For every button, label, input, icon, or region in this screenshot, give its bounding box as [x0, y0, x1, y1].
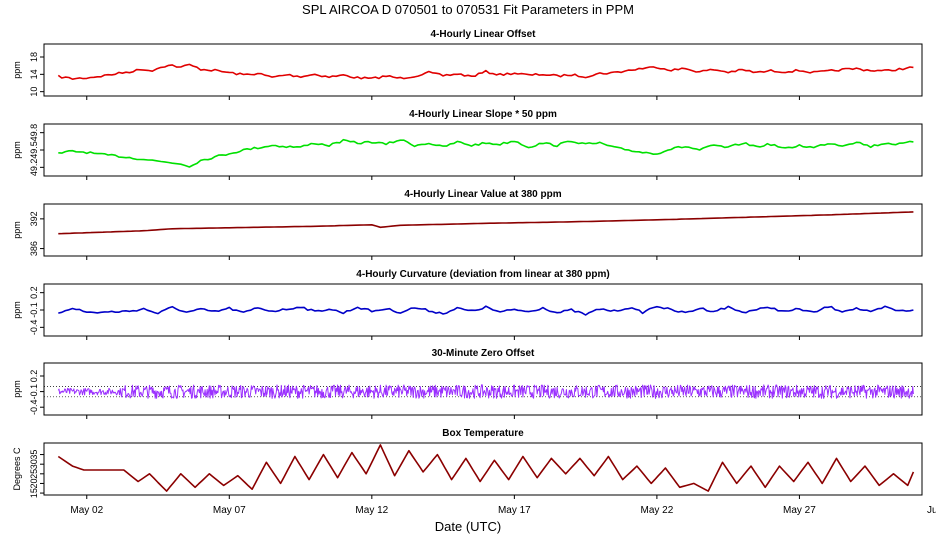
- series-line: [58, 211, 914, 235]
- panels: 4-Hourly Linear Offsetppm1014184-Hourly …: [12, 29, 936, 516]
- panel-title: 4-Hourly Curvature (deviation from linea…: [356, 269, 609, 280]
- panel-title: 30-Minute Zero Offset: [432, 348, 535, 359]
- y-axis-label: Degrees C: [12, 447, 22, 491]
- x-tick-label: Jun 01: [927, 505, 936, 516]
- x-tick-label: May 07: [213, 505, 246, 516]
- y-tick-label: 0.2: [29, 370, 39, 383]
- figure-title: SPL AIRCOA D 070501 to 070531 Fit Parame…: [302, 2, 634, 17]
- panel-3: 4-Hourly Linear Value at 380 ppm ppm 386 39…: [12, 189, 923, 260]
- y-axis-label: ppm: [12, 301, 22, 319]
- series-line: [58, 138, 914, 168]
- y-tick-label: 392: [29, 211, 39, 226]
- plot-frame: [43, 203, 923, 257]
- panel-4: 4-Hourly Curvature (deviation from linea…: [12, 269, 923, 340]
- y-tick-label: 35: [29, 450, 39, 460]
- plot-frame: [43, 362, 923, 416]
- y-axis-label: ppm: [12, 221, 22, 239]
- panel-title: 4-Hourly Linear Slope * 50 ppm: [409, 109, 557, 120]
- y-tick-label: 30: [29, 459, 39, 469]
- y-tick-label: -0.1: [29, 384, 39, 400]
- y-tick-label: 25: [29, 469, 39, 479]
- y-axis-label: ppm: [12, 380, 22, 398]
- y-tick-label: 0.2: [29, 286, 39, 299]
- series-line: [57, 384, 914, 399]
- y-tick-label: 18: [29, 52, 39, 62]
- y-axis-label: ppm: [12, 141, 22, 159]
- panel-title: 4-Hourly Linear Offset: [430, 29, 536, 40]
- y-tick-label: 14: [29, 69, 39, 79]
- y-tick-label: -0.1: [29, 302, 39, 318]
- y-tick-label: 20: [29, 478, 39, 488]
- x-tick-label: May 12: [355, 505, 388, 516]
- panel-title: 4-Hourly Linear Value at 380 ppm: [404, 189, 561, 200]
- panel-2: 4-Hourly Linear Slope * 50 ppmppm49.249.…: [12, 109, 923, 180]
- y-axis-label: ppm: [12, 61, 22, 79]
- series-line: [58, 305, 914, 316]
- plot-frame: [43, 442, 923, 496]
- series-line: [57, 444, 915, 492]
- y-tick-label: 386: [29, 241, 39, 256]
- x-axis-label: Date (UTC): [435, 519, 501, 534]
- y-tick-label: 15: [29, 488, 39, 498]
- y-tick-label: -0.4: [29, 399, 39, 415]
- y-tick-label: 49.2: [29, 159, 39, 177]
- panel-5: 30-Minute Zero Offset ppm -0.4-0.10.2: [12, 348, 923, 419]
- x-tick-label: May 02: [70, 505, 103, 516]
- y-tick-label: -0.4: [29, 320, 39, 336]
- y-tick-label: 49.8: [29, 124, 39, 142]
- y-tick-label: 49.5: [29, 141, 39, 159]
- x-tick-label: May 27: [783, 505, 816, 516]
- panel-title: Box Temperature: [442, 428, 524, 439]
- series-line: [57, 63, 914, 80]
- plot-frame: [43, 43, 923, 97]
- x-tick-label: May 22: [640, 505, 673, 516]
- x-tick-label: May 17: [498, 505, 531, 516]
- y-tick-label: 10: [29, 87, 39, 97]
- panel-1: 4-Hourly Linear Offset ppm 10 14 18: [12, 29, 923, 100]
